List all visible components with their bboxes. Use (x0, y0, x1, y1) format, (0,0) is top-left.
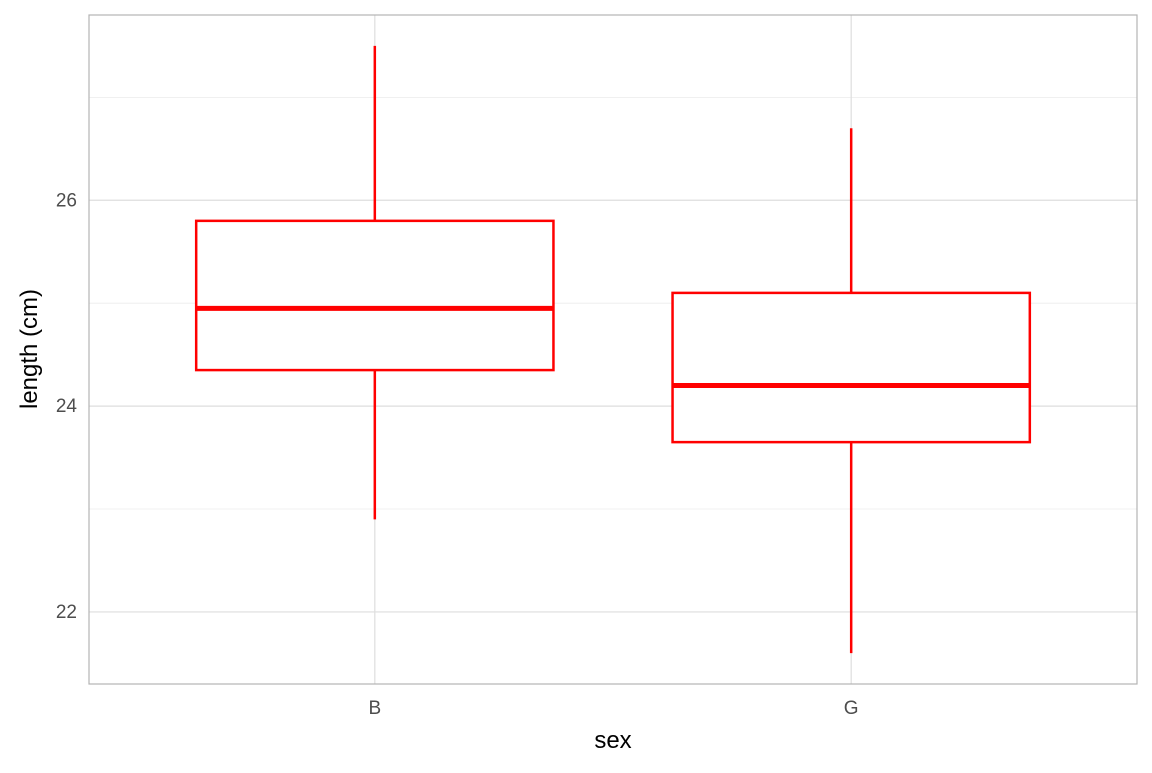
x-axis-title: sex (594, 727, 631, 754)
y-axis-title: length (cm) (16, 289, 43, 409)
y-tick-label: 24 (56, 396, 78, 417)
x-tick-label: B (368, 698, 381, 719)
panel-border (88, 14, 1138, 685)
box-iqr (194, 219, 555, 372)
tick-labels: 22 24 26 B G (56, 190, 859, 719)
box-iqr (671, 291, 1032, 444)
y-tick-label: 22 (56, 602, 77, 623)
x-tick-label: G (844, 698, 859, 719)
boxes (194, 45, 1032, 654)
y-tick-label: 26 (56, 190, 77, 211)
